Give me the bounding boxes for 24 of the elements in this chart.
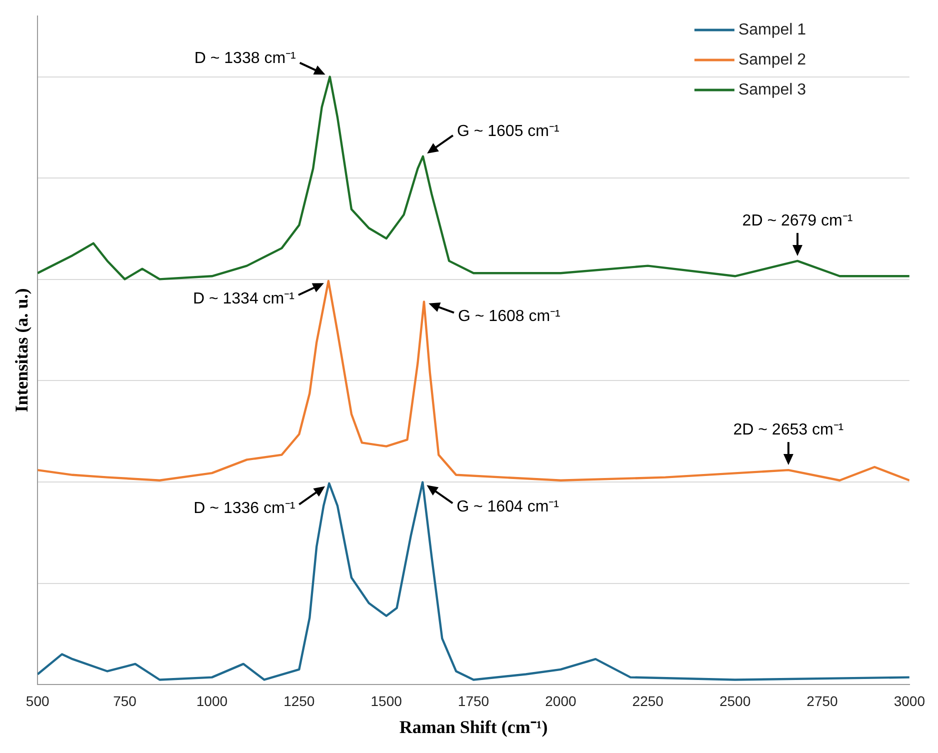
x-tick-label: 3000 <box>894 692 926 709</box>
x-tick-label: 1000 <box>196 692 228 709</box>
x-tick-label: 500 <box>26 692 50 709</box>
annotation: D ~ 1334 cm⁻¹ <box>192 290 294 308</box>
legend-label: Sampel 2 <box>738 51 806 68</box>
y-axis-title: Intensitas (a. u.) <box>11 288 32 412</box>
annotation: G ~ 1608 cm⁻¹ <box>458 308 560 326</box>
annotation: 2D ~ 2653 cm⁻¹ <box>733 421 844 438</box>
x-tick-label: 1250 <box>284 692 315 709</box>
legend-label: Sampel 1 <box>738 21 806 38</box>
annotation: G ~ 1605 cm⁻¹ <box>456 122 560 140</box>
x-tick-label: 1750 <box>458 692 490 709</box>
x-tick-label: 2000 <box>545 692 576 709</box>
x-axis-title: Raman Shift (cm⁻¹) <box>399 716 548 737</box>
legend-label: Sampel 3 <box>738 81 806 98</box>
x-tick-label: 1500 <box>370 692 402 709</box>
annotation: G ~ 1604 cm⁻¹ <box>456 498 559 516</box>
x-tick-label: 2750 <box>806 692 838 709</box>
x-tick-label: 2250 <box>632 692 664 709</box>
x-tick-label: 750 <box>113 692 137 709</box>
annotation: D ~ 1338 cm⁻¹ <box>194 50 296 68</box>
annotation: D ~ 1336 cm⁻¹ <box>194 500 296 517</box>
annotation: 2D ~ 2679 cm⁻¹ <box>742 212 853 230</box>
x-tick-label: 2500 <box>719 692 751 709</box>
